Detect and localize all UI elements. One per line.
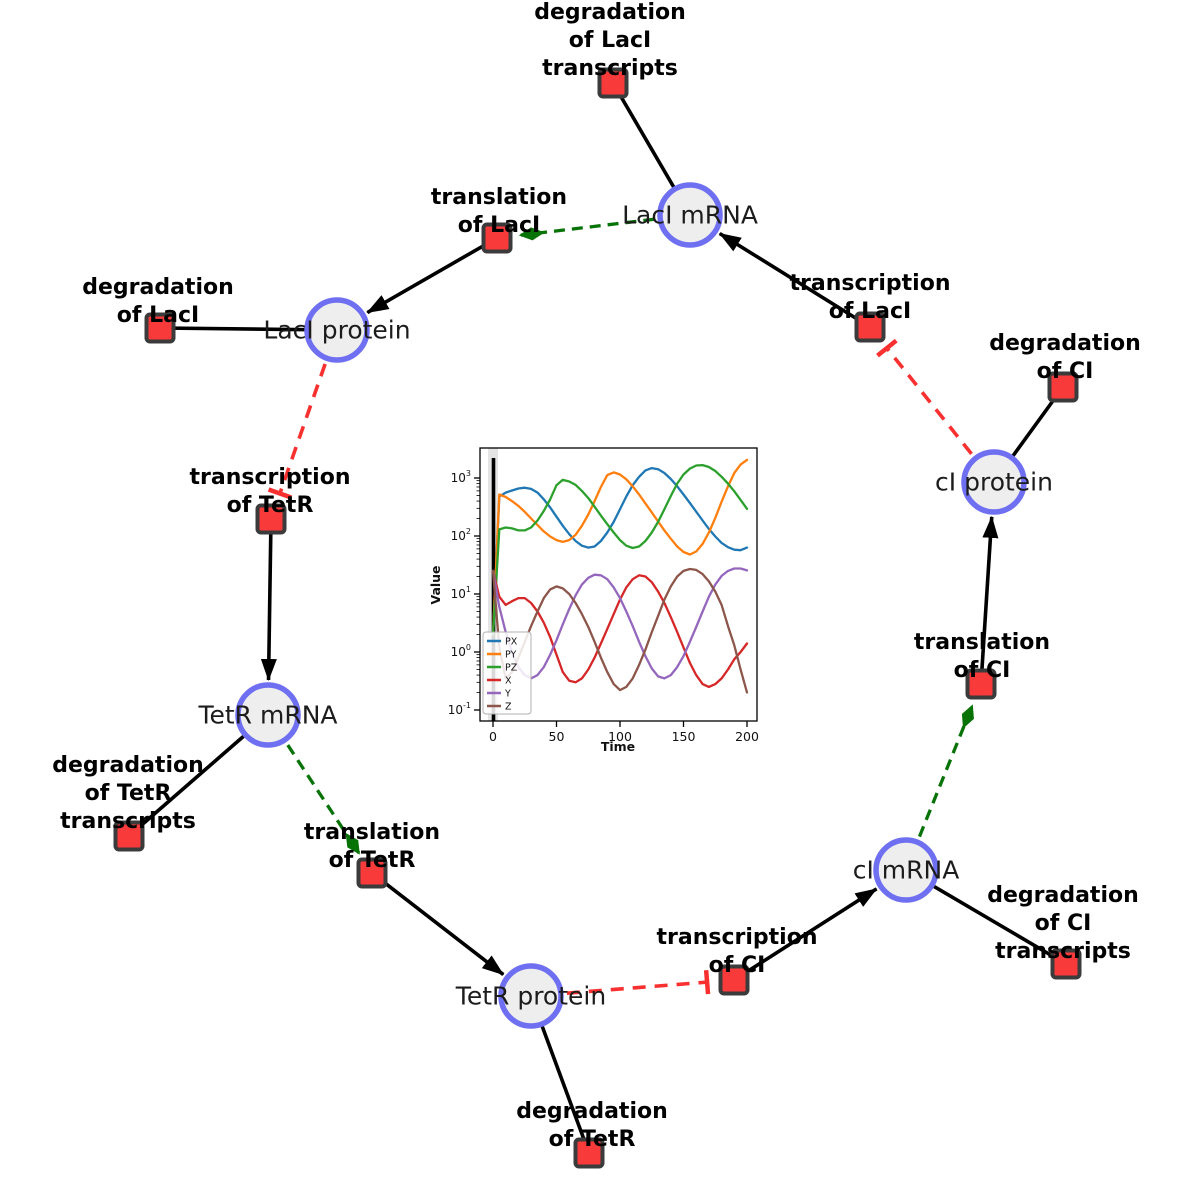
edge-modifier-laci_mrna-trl_laci xyxy=(518,217,655,241)
x-tick-label: 50 xyxy=(549,729,565,744)
reaction-label-deg_laci_tx: degradation of LacI transcripts xyxy=(534,0,686,81)
species-node-laci_protein[interactable] xyxy=(304,297,370,363)
reaction-label-txn_ci: transcription of CI xyxy=(656,925,818,978)
y-tick-label: 101 xyxy=(451,585,471,601)
reaction-label-deg_laci: degradation of LacI xyxy=(82,275,234,328)
reaction-node-trl_tetr[interactable] xyxy=(356,857,388,889)
reaction-node-deg_laci[interactable] xyxy=(144,312,176,344)
reaction-node-deg_ci_tx[interactable] xyxy=(1050,948,1082,980)
edge-production-txn_laci-laci_mrna xyxy=(718,231,871,329)
legend-label-Y: Y xyxy=(504,689,511,700)
reaction-node-trl_laci[interactable] xyxy=(481,222,513,254)
species-node-tetr_mrna[interactable] xyxy=(235,682,301,748)
species-label-tetr_protein: TetR protein xyxy=(455,981,607,1011)
time-series-chart: 0 50 100 150 200 103 102 101 100 10-1 PX PY PZ XYZ T… xyxy=(430,447,759,754)
reaction-label-trl_tetr: translation of TetR xyxy=(303,820,441,873)
edge-production-trl_laci-laci_protein xyxy=(366,236,498,315)
y-tick-label: 10-1 xyxy=(448,701,471,717)
y-axis-label: Value xyxy=(430,565,443,604)
reaction-label-deg_ci_tx: degradation of CI transcripts xyxy=(987,883,1139,964)
legend-label-PZ: PZ xyxy=(505,663,518,674)
reaction-node-deg_ci[interactable] xyxy=(1047,371,1079,403)
series-line-PZ xyxy=(491,463,749,636)
reaction-node-txn_laci[interactable] xyxy=(854,311,886,343)
reaction-label-trl_ci: translation of CI xyxy=(913,630,1051,683)
species-label-ci_mrna: cI mRNA xyxy=(852,855,960,885)
species-label-ci_protein: cI protein xyxy=(935,467,1053,497)
species-node-laci_mrna[interactable] xyxy=(657,182,723,248)
species-label-laci_mrna: LacI mRNA xyxy=(622,200,758,230)
species-label-laci_protein: LacI protein xyxy=(263,315,411,345)
species-node-tetr_protein[interactable] xyxy=(498,963,564,1029)
chart-legend: PX PY PZ XYZ xyxy=(482,631,532,715)
reaction-label-deg_tetr_tx: degradation of TetR transcripts xyxy=(52,753,204,834)
edge-modifier-tetr_mrna-trl_tetr xyxy=(286,744,361,855)
edge-production-txn_ci-ci_mrna xyxy=(733,887,878,982)
y-tick-label: 102 xyxy=(451,527,471,543)
edge-modifier-ci_mrna-trl_ci xyxy=(917,704,974,838)
legend-label-PX: PX xyxy=(505,637,518,648)
y-tick-label: 103 xyxy=(451,469,471,485)
reaction-node-deg_laci_tx[interactable] xyxy=(597,67,629,99)
plot-box xyxy=(479,447,758,722)
edge-inhibition-tetr_protein-txn_ci xyxy=(566,969,711,995)
reaction-label-trl_laci: translation of LacI xyxy=(430,185,568,238)
series-line-PX xyxy=(491,466,749,636)
species-label-tetr_mrna: TetR mRNA xyxy=(198,700,338,730)
edge-production-trl_ci-ci_protein xyxy=(979,515,999,685)
x-tick-label: 150 xyxy=(672,729,696,744)
x-tick-label: 200 xyxy=(735,729,759,744)
legend-label-PY: PY xyxy=(505,650,517,661)
reaction-label-deg_ci: degradation of CI xyxy=(989,331,1141,384)
legend-label-Z: Z xyxy=(505,702,512,713)
legend-label-X: X xyxy=(505,676,512,687)
series-line-Z xyxy=(491,567,749,694)
reaction-node-deg_tetr[interactable] xyxy=(573,1137,605,1169)
series-layer xyxy=(491,458,749,694)
y-tick-label: 100 xyxy=(451,643,471,659)
reaction-label-txn_tetr: transcription of TetR xyxy=(189,465,351,518)
reaction-label-txn_laci: transcription of LacI xyxy=(789,271,951,324)
x-axis-label: Time xyxy=(601,739,635,754)
reaction-node-trl_ci[interactable] xyxy=(965,668,997,700)
reaction-node-deg_tetr_tx[interactable] xyxy=(113,820,145,852)
edge-production-trl_tetr-tetr_protein xyxy=(370,871,505,977)
species-node-ci_mrna[interactable] xyxy=(873,837,939,903)
reaction-node-txn_tetr[interactable] xyxy=(255,503,287,535)
ticks-layer: 0 50 100 150 200 103 102 101 100 10-1 xyxy=(448,469,759,744)
edge-inhibition-laci_protein-txn_tetr xyxy=(267,363,327,500)
reaction-label-deg_tetr: degradation of TetR xyxy=(516,1099,668,1152)
nodes-layer xyxy=(113,67,1082,1169)
x-tick-label: 100 xyxy=(608,729,632,744)
x-tick-label: 0 xyxy=(489,729,497,744)
edge-inhibition-ci_protein-txn_laci xyxy=(876,338,973,456)
edge-production-txn_tetr-tetr_mrna xyxy=(260,518,277,682)
species-node-ci_protein[interactable] xyxy=(961,449,1027,515)
series-line-Y xyxy=(491,567,749,680)
reaction-node-txn_ci[interactable] xyxy=(718,964,750,996)
